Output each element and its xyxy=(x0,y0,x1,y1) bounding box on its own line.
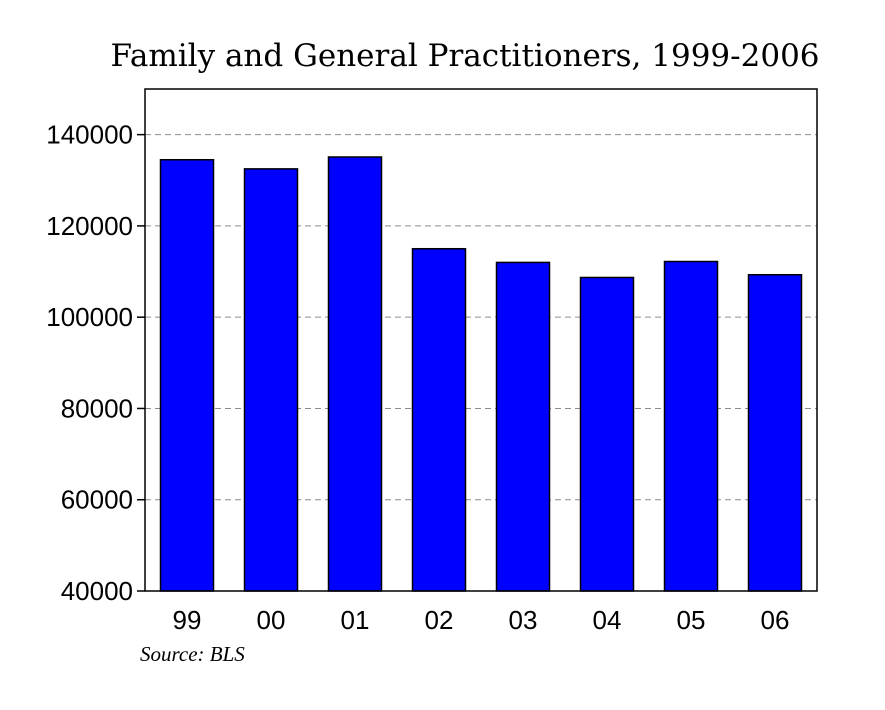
x-tick-label: 03 xyxy=(509,605,538,635)
y-tick-label: 100000 xyxy=(46,302,133,332)
x-tick-label: 01 xyxy=(341,605,370,635)
x-tick-label: 05 xyxy=(677,605,706,635)
x-tick-label: 06 xyxy=(761,605,790,635)
bar-02 xyxy=(411,247,467,592)
plot-frame xyxy=(144,88,818,592)
bar-03 xyxy=(495,261,551,592)
bar-04 xyxy=(579,276,635,592)
x-tick-label: 02 xyxy=(425,605,454,635)
chart-title: Family and General Practitioners, 1999-2… xyxy=(110,38,819,74)
y-tick-label: 140000 xyxy=(46,120,133,150)
y-tick-label: 40000 xyxy=(61,576,133,606)
bar-05 xyxy=(663,260,719,592)
bars xyxy=(159,156,803,592)
source-note: Source: BLS xyxy=(140,642,245,666)
x-tick-label: 00 xyxy=(257,605,286,635)
y-tick-label: 80000 xyxy=(61,393,133,423)
bar-99 xyxy=(159,158,215,592)
x-tick-label: 04 xyxy=(593,605,622,635)
y-tick-label: 60000 xyxy=(61,485,133,515)
bar-01 xyxy=(327,156,383,592)
x-tick-label: 99 xyxy=(173,605,202,635)
bar-00 xyxy=(243,168,299,592)
y-tick-label: 120000 xyxy=(46,211,133,241)
y-axis-ticks: 40000 60000 80000 100000 120000 140000 xyxy=(46,120,145,606)
x-axis-ticks: 99 00 01 02 03 04 05 06 xyxy=(173,605,790,635)
bar-06 xyxy=(747,273,803,592)
